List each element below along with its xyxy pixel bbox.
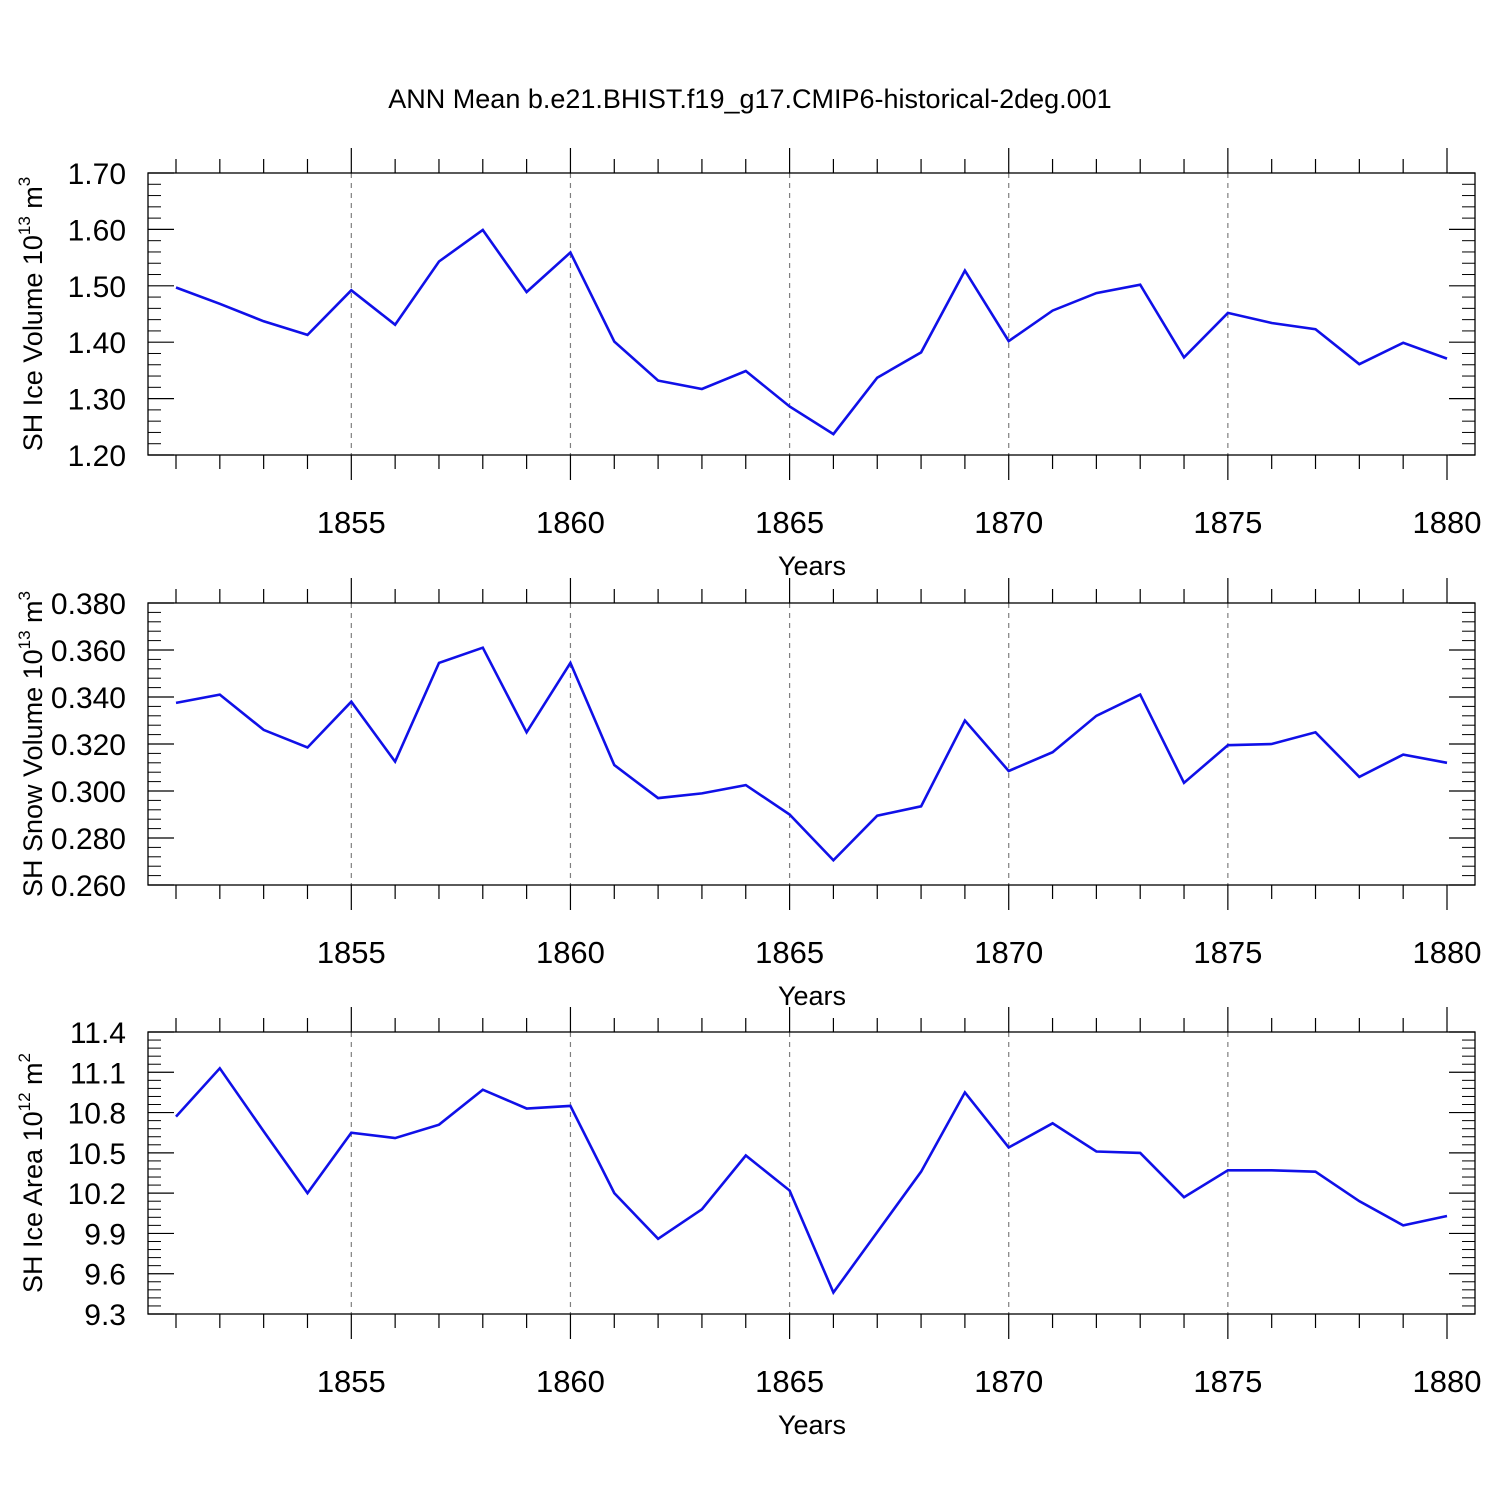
y-tick-label: 1.40	[68, 327, 126, 360]
x-tick-label: 1870	[974, 505, 1043, 540]
x-tick-label: 1880	[1413, 935, 1482, 970]
x-tick-label: 1865	[755, 1364, 824, 1399]
y-tick-label: 11.1	[70, 1057, 126, 1090]
x-tick-label: 1855	[317, 505, 386, 540]
y-tick-label: 11.4	[70, 1017, 126, 1050]
y-tick-label: 0.280	[51, 823, 126, 856]
x-tick-label: 1870	[974, 1364, 1043, 1399]
x-tick-label: 1875	[1193, 505, 1262, 540]
y-tick-label: 0.380	[51, 588, 126, 621]
plot-frame	[147, 1031, 1476, 1315]
x-tick-label: 1855	[317, 1364, 386, 1399]
y-tick-label: 1.50	[68, 271, 126, 304]
y-tick-label: 1.30	[68, 384, 126, 417]
y-axis-label: SH Snow Volume 1013 m3	[15, 591, 48, 897]
y-tick-label: 10.5	[68, 1138, 126, 1171]
x-tick-label: 1875	[1193, 935, 1262, 970]
y-axis-label: SH Ice Volume 1013 m3	[15, 177, 48, 452]
y-tick-label: 1.60	[68, 214, 126, 247]
y-tick-label: 9.3	[84, 1299, 126, 1332]
y-tick-label: 0.360	[51, 635, 126, 668]
x-axis-label: Years	[778, 551, 846, 581]
y-tick-label: 1.70	[68, 158, 126, 191]
y-tick-label: 9.6	[84, 1259, 126, 1292]
x-tick-label: 1860	[536, 935, 605, 970]
y-tick-label: 0.320	[51, 729, 126, 762]
x-tick-label: 1880	[1413, 505, 1482, 540]
y-tick-label: 0.300	[51, 776, 126, 809]
plot-frame	[147, 172, 1476, 456]
x-tick-label: 1880	[1413, 1364, 1482, 1399]
y-tick-label: 0.260	[51, 870, 126, 903]
y-tick-label: 10.8	[68, 1098, 126, 1131]
y-axis-label: SH Ice Area 1012 m2	[15, 1053, 48, 1293]
x-axis-label: Years	[778, 981, 846, 1011]
series-line	[175, 228, 1448, 436]
x-tick-label: 1865	[755, 505, 824, 540]
x-tick-label: 1875	[1193, 1364, 1262, 1399]
x-tick-label: 1860	[536, 1364, 605, 1399]
series-line	[175, 646, 1448, 863]
y-tick-label: 1.20	[68, 440, 126, 473]
y-tick-label: 0.340	[51, 682, 126, 715]
y-tick-label: 9.9	[84, 1218, 126, 1251]
x-tick-label: 1870	[974, 935, 1043, 970]
panel-1: 1.20 1.30 1.40 1.50 1.60 1.70 1855 1860 1865 1870…	[15, 148, 1481, 581]
panel-3: 9.3 9.6 9.9 10.2 10.5 10.8 11.1 11.4 1855 1860 186…	[15, 1007, 1481, 1440]
x-tick-label: 1865	[755, 935, 824, 970]
x-tick-label: 1860	[536, 505, 605, 540]
y-tick-label: 10.2	[68, 1178, 126, 1211]
x-axis-label: Years	[778, 1410, 846, 1440]
x-tick-label: 1855	[317, 935, 386, 970]
series-line	[175, 1066, 1448, 1296]
figure-title: ANN Mean b.e21.BHIST.f19_g17.CMIP6-histo…	[388, 84, 1112, 114]
panel-2: 0.260 0.280 0.300 0.320 0.340 0.360 0.380 1855 1…	[15, 578, 1481, 1011]
